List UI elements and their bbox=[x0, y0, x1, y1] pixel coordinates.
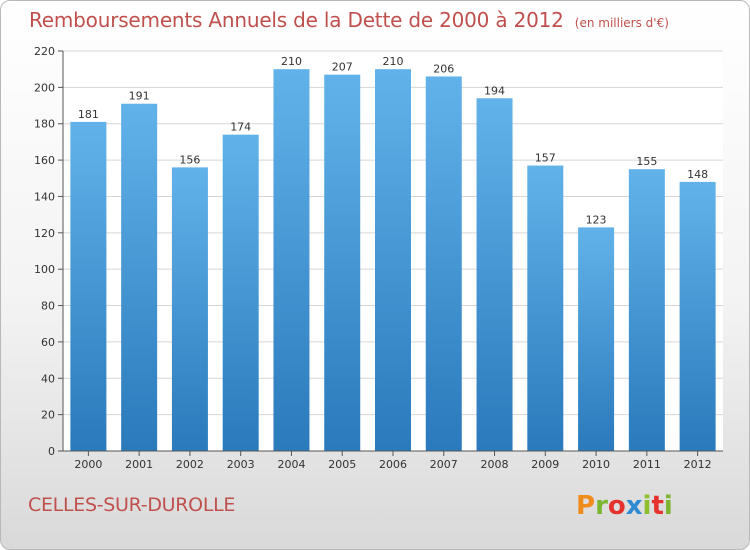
x-tick-label: 2006 bbox=[379, 458, 407, 471]
bar-2008 bbox=[476, 98, 513, 451]
y-tick-label: 120 bbox=[34, 227, 55, 240]
bar-2009 bbox=[527, 165, 564, 451]
bar-2003 bbox=[222, 134, 259, 452]
logo-letter: o bbox=[607, 491, 626, 521]
x-tick-label: 2011 bbox=[633, 458, 661, 471]
x-tick-label: 2009 bbox=[531, 458, 559, 471]
x-tick-label: 2007 bbox=[430, 458, 458, 471]
proxiti-logo: Proxiti bbox=[576, 491, 673, 521]
logo-letter: i bbox=[663, 491, 673, 521]
data-label: 123 bbox=[586, 213, 607, 226]
data-label: 207 bbox=[332, 61, 353, 74]
data-label: 148 bbox=[687, 168, 708, 181]
bar-2006 bbox=[375, 69, 411, 451]
logo-letter: x bbox=[625, 491, 643, 521]
bar-2011 bbox=[628, 169, 665, 451]
data-label: 181 bbox=[78, 108, 99, 121]
x-tick-label: 2001 bbox=[125, 458, 153, 471]
x-tick-label: 2002 bbox=[176, 458, 204, 471]
x-tick-label: 2000 bbox=[74, 458, 102, 471]
y-tick-label: 20 bbox=[41, 409, 55, 422]
y-tick-label: 60 bbox=[41, 336, 55, 349]
bar-2002 bbox=[171, 167, 208, 451]
bar-2005 bbox=[324, 74, 361, 452]
y-tick-label: 160 bbox=[34, 154, 55, 167]
bar-2012 bbox=[679, 181, 716, 451]
chart-unit: (en milliers d'€) bbox=[574, 16, 669, 30]
commune-name: CELLES-SUR-DUROLLE bbox=[28, 494, 236, 516]
data-label: 210 bbox=[383, 55, 404, 68]
logo-letter: t bbox=[651, 491, 664, 521]
data-label: 174 bbox=[230, 121, 251, 134]
data-label: 194 bbox=[484, 84, 505, 97]
bar-2004 bbox=[273, 69, 310, 451]
x-tick-label: 2012 bbox=[684, 458, 712, 471]
y-tick-label: 140 bbox=[34, 190, 55, 203]
bar-2000 bbox=[70, 121, 107, 451]
data-label: 206 bbox=[433, 62, 454, 75]
chart-title-row: Remboursements Annuels de la Dette de 20… bbox=[29, 8, 669, 32]
y-tick-label: 100 bbox=[34, 263, 55, 276]
data-label: 156 bbox=[179, 153, 200, 166]
y-tick-label: 80 bbox=[41, 300, 55, 313]
y-tick-label: 220 bbox=[34, 45, 55, 58]
y-tick-label: 0 bbox=[48, 445, 55, 458]
bar-2010 bbox=[578, 227, 615, 451]
data-label: 155 bbox=[636, 155, 657, 168]
x-tick-label: 2010 bbox=[582, 458, 610, 471]
bar-2001 bbox=[121, 103, 158, 452]
y-tick-label: 200 bbox=[34, 81, 55, 94]
x-tick-label: 2008 bbox=[481, 458, 509, 471]
x-tick-label: 2003 bbox=[227, 458, 255, 471]
x-tick-label: 2004 bbox=[277, 458, 305, 471]
logo-letter: r bbox=[595, 491, 608, 521]
data-label: 157 bbox=[535, 152, 556, 165]
x-tick-label: 2005 bbox=[328, 458, 356, 471]
logo-letter: P bbox=[576, 491, 596, 521]
data-label: 210 bbox=[281, 55, 302, 68]
data-label: 191 bbox=[129, 90, 150, 103]
y-tick-label: 40 bbox=[41, 372, 55, 385]
y-tick-label: 180 bbox=[34, 118, 55, 131]
chart-title: Remboursements Annuels de la Dette de 20… bbox=[29, 8, 564, 32]
bar-2007 bbox=[425, 76, 462, 452]
logo-letter: i bbox=[642, 491, 652, 521]
